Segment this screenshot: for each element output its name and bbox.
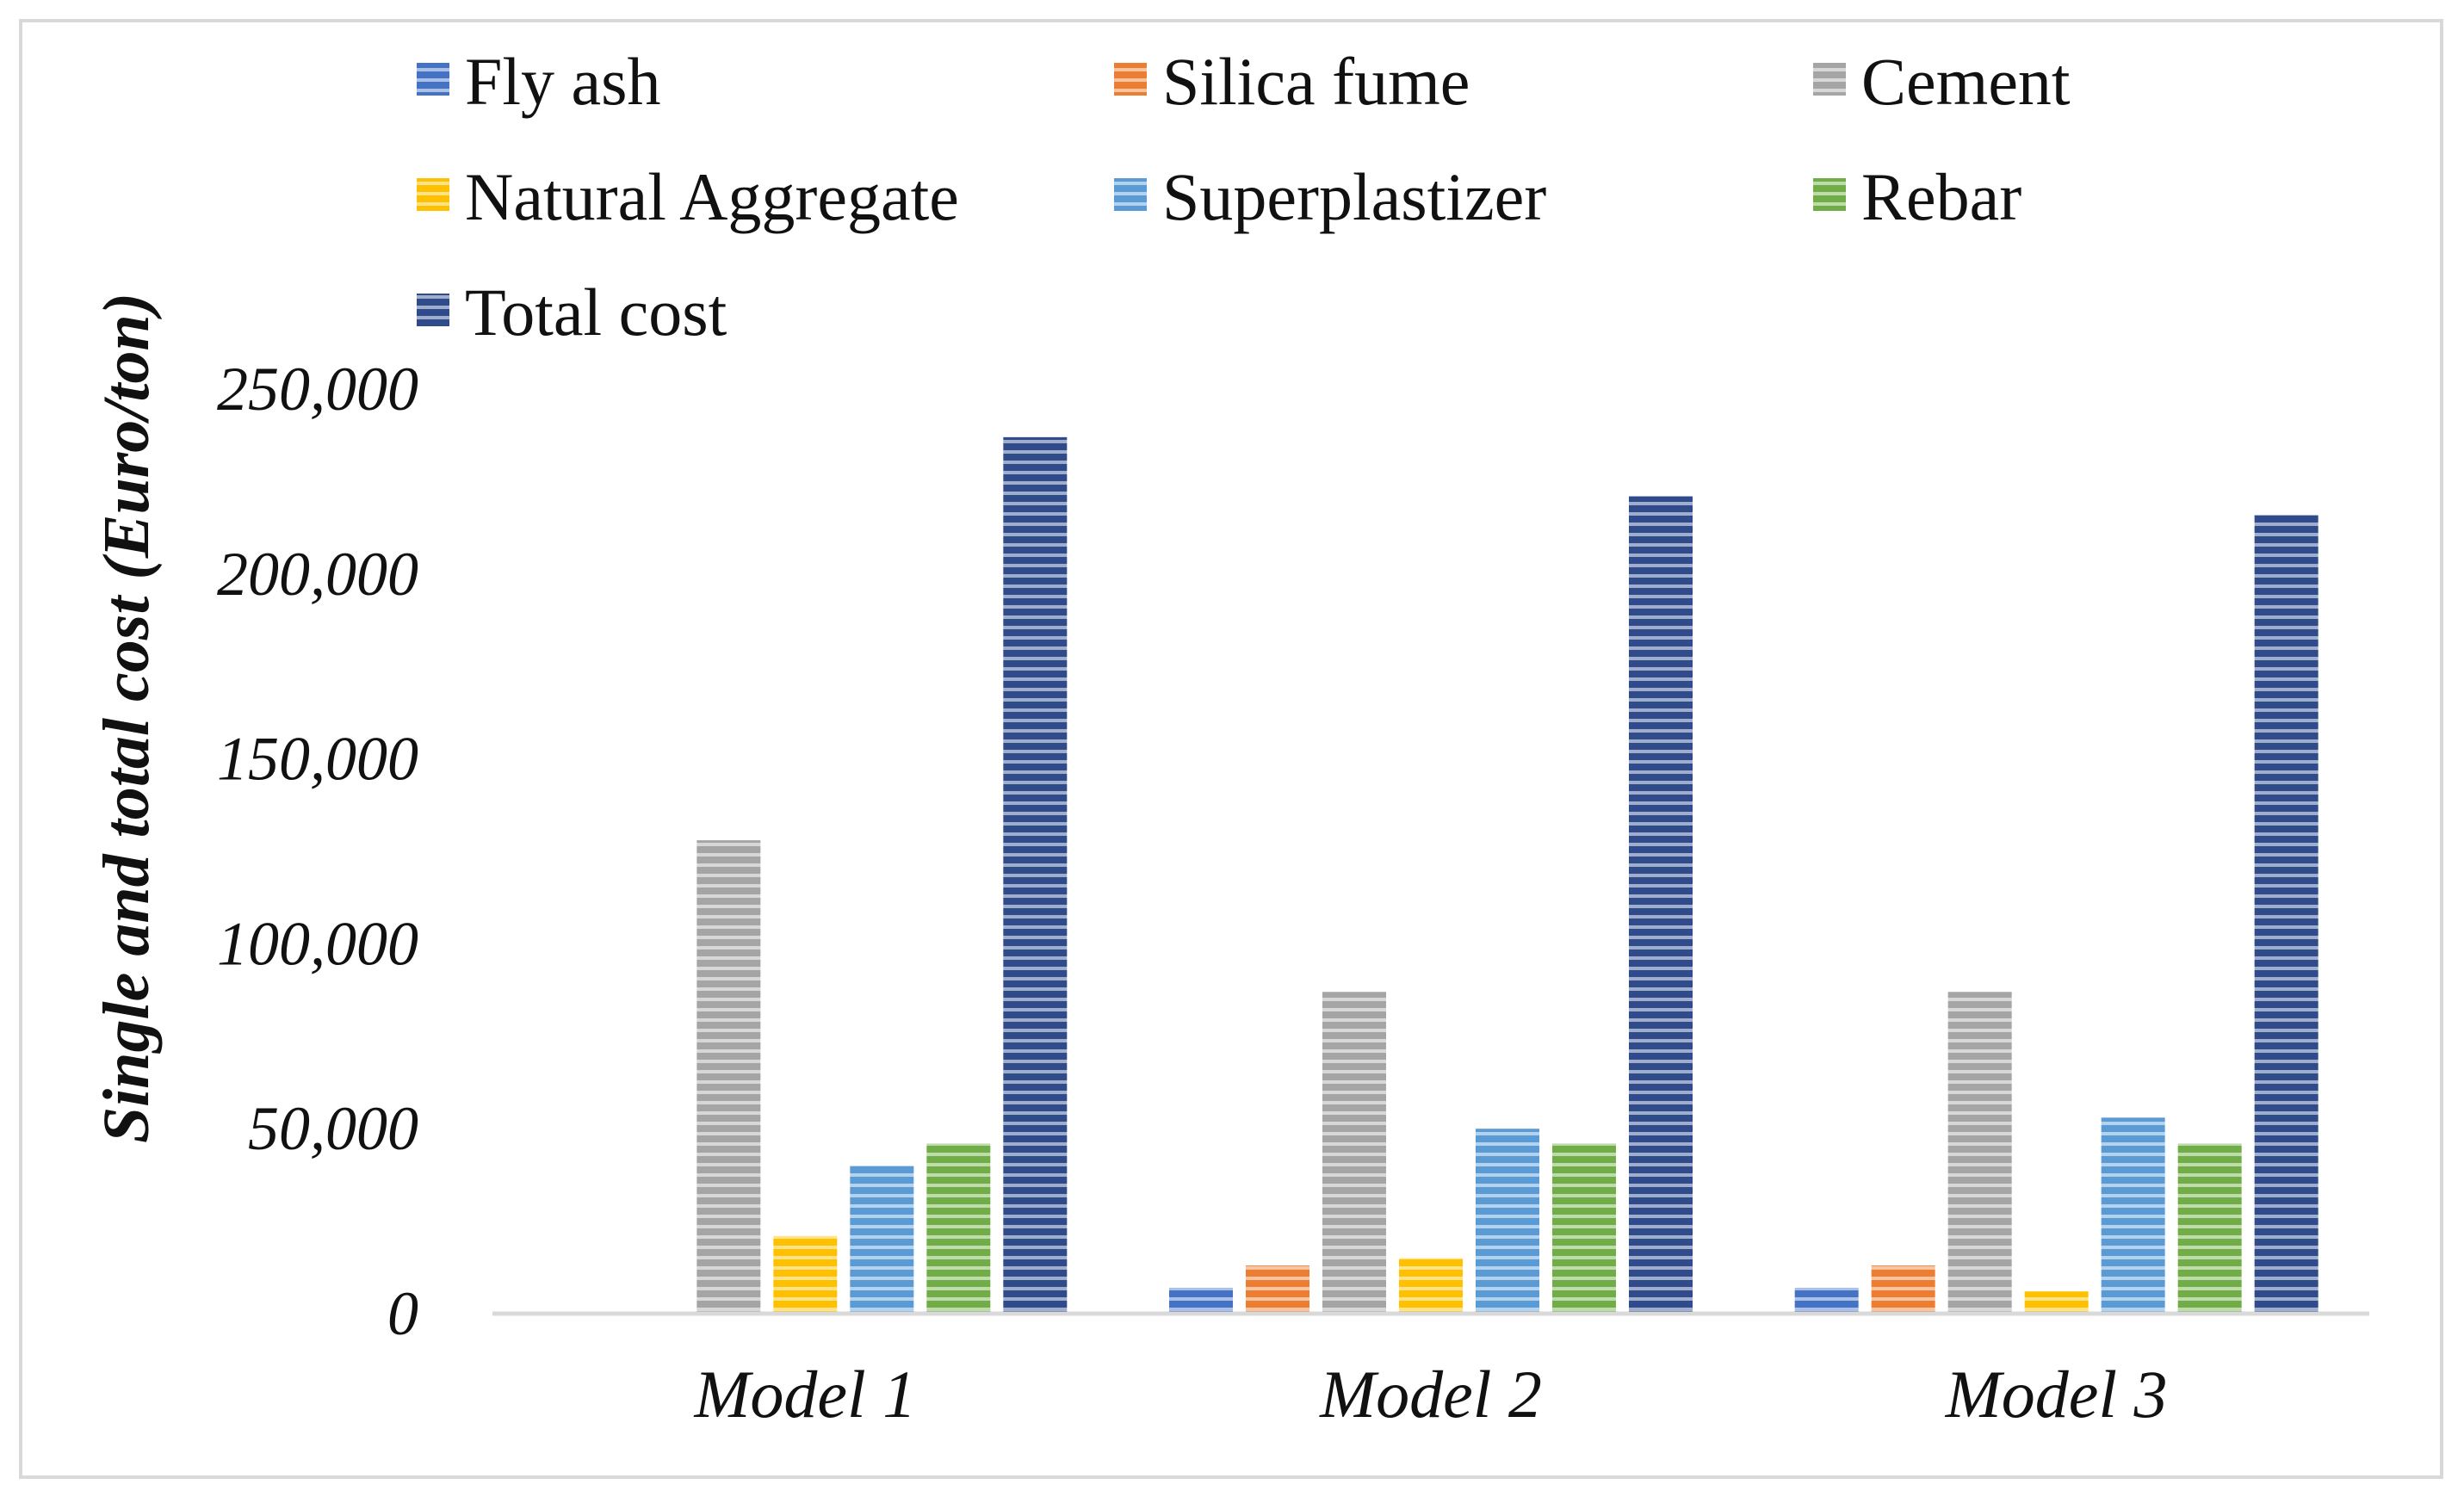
legend-label-cement: Cement [1861, 44, 2071, 119]
legend-swatch-natural-aggregate [417, 178, 449, 211]
legend-label-superplastizer: Superplastizer [1162, 159, 1546, 234]
bar-superplastizer-model-1 [850, 1166, 914, 1314]
bar-rebar-model-1 [926, 1143, 991, 1314]
legend-swatch-rebar [1813, 178, 1846, 211]
bar-rebar-model-3 [2177, 1143, 2242, 1314]
legend-label-rebar: Rebar [1861, 159, 2021, 234]
bar-total-cost-model-1 [1003, 436, 1068, 1314]
legend-swatch-total-cost [417, 294, 449, 326]
y-tick-label: 100,000 [217, 909, 418, 978]
y-axis-ticks: 0 50,000 100,000 150,000 200,000 250,000 [217, 355, 418, 1348]
legend-label-natural-aggregate: Natural Aggregate [465, 159, 959, 234]
legend-swatch-cement [1813, 63, 1846, 96]
bar-total-cost-model-3 [2254, 515, 2319, 1314]
x-axis-categories: Model 1 Model 2 Model 3 [693, 1357, 2167, 1432]
bar-fly-ash-model-2 [1169, 1287, 1233, 1314]
bar-natural-aggregate-model-2 [1399, 1258, 1463, 1314]
legend-swatch-fly-ash [417, 63, 449, 96]
bar-total-cost-model-2 [1629, 496, 1693, 1314]
bar-natural-aggregate-model-1 [773, 1235, 838, 1314]
bar-rebar-model-2 [1552, 1143, 1616, 1314]
bar-silica-fume-model-3 [1871, 1265, 1935, 1314]
bar-cement-model-1 [696, 840, 761, 1314]
y-tick-label: 200,000 [217, 540, 418, 609]
bar-superplastizer-model-3 [2101, 1117, 2165, 1314]
bar-cement-model-3 [1947, 992, 2012, 1314]
bars [696, 436, 2319, 1314]
legend-label-silica-fume: Silica fume [1162, 44, 1470, 119]
bar-superplastizer-model-2 [1476, 1129, 1539, 1314]
chart-frame [19, 19, 2443, 1479]
x-tick-label-model-3: Model 3 [1945, 1357, 2168, 1432]
bar-fly-ash-model-3 [1794, 1287, 1859, 1314]
x-tick-label-model-1: Model 1 [693, 1357, 916, 1432]
legend-label-fly-ash: Fly ash [465, 44, 661, 119]
bar-cement-model-2 [1322, 992, 1386, 1314]
legend-label-total-cost: Total cost [465, 275, 727, 349]
bar-silica-fume-model-2 [1246, 1265, 1309, 1314]
y-axis-label: Single and total cost (Euro/ton) [90, 293, 163, 1143]
bar-natural-aggregate-model-3 [2024, 1291, 2089, 1314]
y-tick-label: 250,000 [217, 355, 418, 424]
y-tick-label: 150,000 [217, 725, 418, 794]
legend: Fly ash Silica fume Cement Natural Aggregat… [417, 44, 2071, 349]
legend-swatch-superplastizer [1114, 178, 1147, 211]
legend-swatch-silica-fume [1114, 63, 1147, 96]
x-tick-label-model-2: Model 2 [1319, 1357, 1542, 1432]
y-tick-label: 0 [387, 1279, 418, 1348]
y-tick-label: 50,000 [248, 1094, 418, 1163]
